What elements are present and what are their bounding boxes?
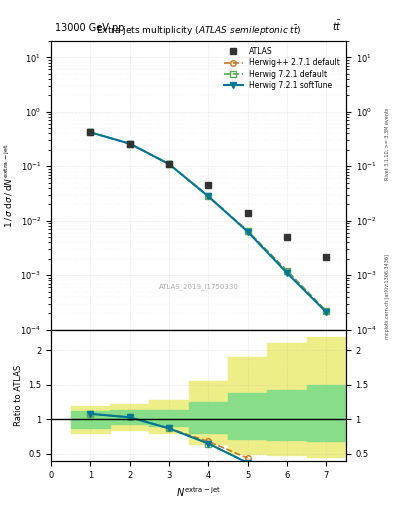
- Herwig++ 2.7.1 default: [88, 129, 93, 135]
- Herwig++ 2.7.1 default: [324, 308, 329, 314]
- Text: mcplots.cern.ch [arXiv:1306.3436]: mcplots.cern.ch [arXiv:1306.3436]: [385, 254, 390, 339]
- ATLAS: [285, 234, 289, 240]
- Herwig 7.2.1 default: [88, 129, 93, 135]
- ATLAS: [88, 129, 93, 135]
- Legend: ATLAS, Herwig++ 2.7.1 default, Herwig 7.2.1 default, Herwig 7.2.1 softTune: ATLAS, Herwig++ 2.7.1 default, Herwig 7.…: [221, 45, 342, 92]
- Herwig 7.2.1 default: [127, 141, 132, 147]
- Line: Herwig++ 2.7.1 default: Herwig++ 2.7.1 default: [88, 130, 329, 314]
- Line: ATLAS: ATLAS: [87, 129, 330, 260]
- Herwig 7.2.1 default: [206, 194, 211, 200]
- Herwig 7.2.1 default: [324, 308, 329, 314]
- ATLAS: [324, 253, 329, 260]
- ATLAS: [167, 161, 171, 167]
- Herwig 7.2.1 softTune: [206, 194, 211, 200]
- Herwig 7.2.1 default: [245, 228, 250, 234]
- ATLAS: [206, 182, 211, 188]
- Text: ATLAS_2019_I1750330: ATLAS_2019_I1750330: [158, 283, 239, 290]
- X-axis label: $N^{\rm extra-jet}$: $N^{\rm extra-jet}$: [176, 485, 221, 499]
- Herwig++ 2.7.1 default: [245, 228, 250, 234]
- Text: $t\bar{t}$: $t\bar{t}$: [332, 19, 342, 33]
- Text: 13000 GeV pp: 13000 GeV pp: [55, 23, 125, 33]
- Herwig 7.2.1 softTune: [127, 141, 132, 147]
- Herwig 7.2.1 softTune: [167, 161, 171, 167]
- Line: Herwig 7.2.1 softTune: Herwig 7.2.1 softTune: [88, 130, 329, 315]
- Herwig++ 2.7.1 default: [127, 141, 132, 147]
- Herwig 7.2.1 softTune: [285, 270, 289, 276]
- Herwig++ 2.7.1 default: [285, 268, 289, 274]
- Y-axis label: Ratio to ATLAS: Ratio to ATLAS: [14, 365, 23, 426]
- Text: Rivet 3.1.10, >= 3.3M events: Rivet 3.1.10, >= 3.3M events: [385, 107, 390, 180]
- Line: Herwig 7.2.1 default: Herwig 7.2.1 default: [88, 130, 329, 314]
- Herwig++ 2.7.1 default: [167, 161, 171, 167]
- Herwig 7.2.1 softTune: [88, 129, 93, 135]
- Herwig++ 2.7.1 default: [206, 194, 211, 200]
- Herwig 7.2.1 softTune: [324, 309, 329, 315]
- Text: Extra jets multiplicity $\it{(ATLAS\ semileptonic\ t\bar{t})}$: Extra jets multiplicity $\it{(ATLAS\ sem…: [95, 23, 301, 38]
- Herwig 7.2.1 default: [167, 161, 171, 167]
- ATLAS: [127, 141, 132, 147]
- Herwig 7.2.1 default: [285, 268, 289, 274]
- Y-axis label: $1\,/\,\sigma\;{\rm d}\sigma\,/\,{\rm d}N^{\rm extra-jet}$: $1\,/\,\sigma\;{\rm d}\sigma\,/\,{\rm d}…: [2, 143, 15, 228]
- ATLAS: [245, 210, 250, 216]
- Herwig 7.2.1 softTune: [245, 228, 250, 234]
